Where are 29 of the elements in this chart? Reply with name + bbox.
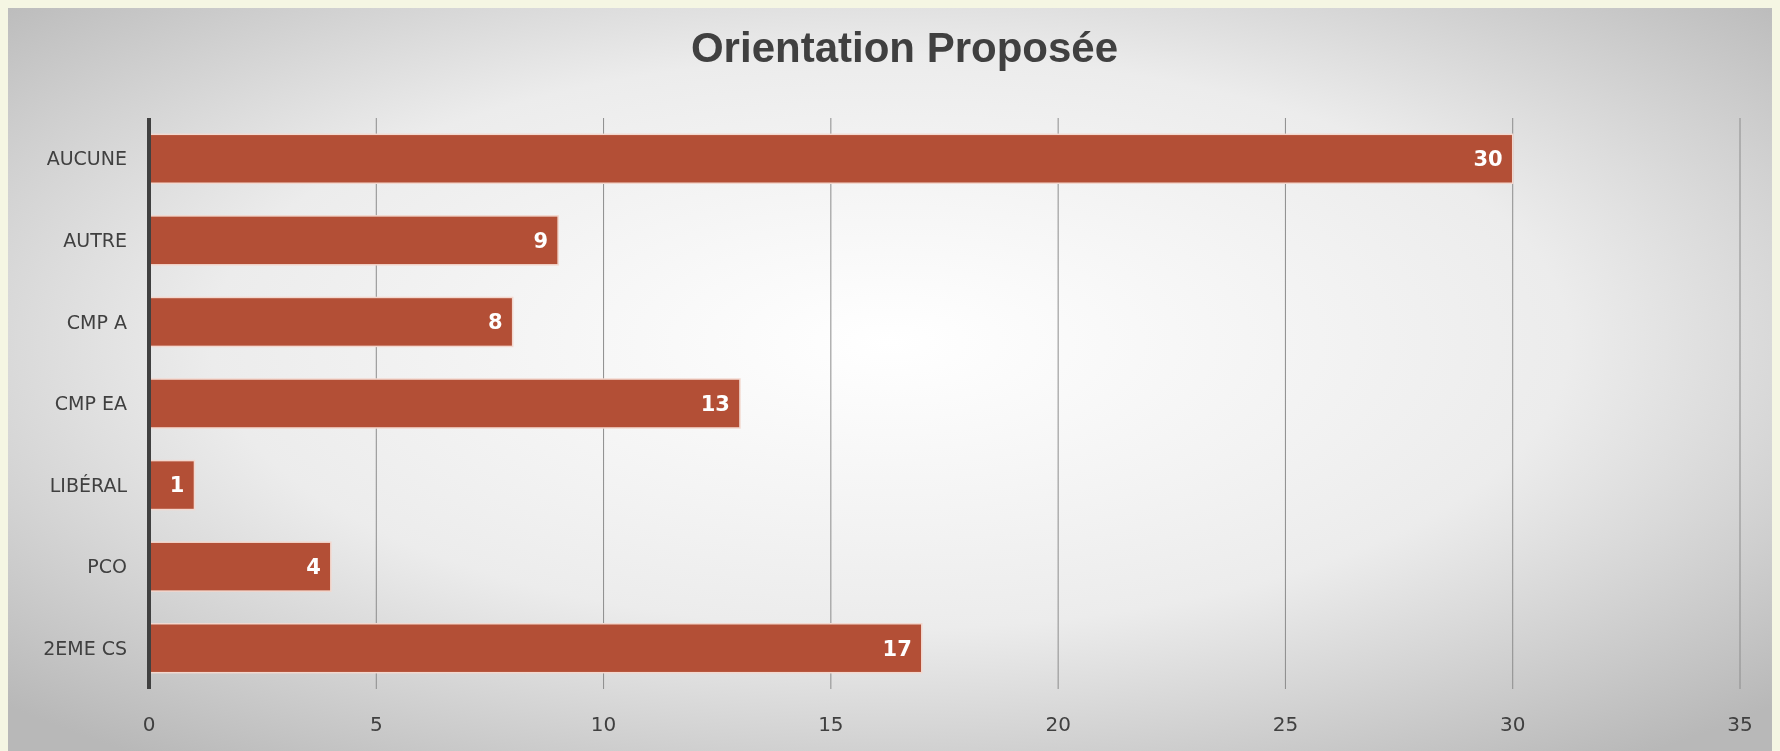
chart-title: Orientation Proposée [690, 24, 1119, 71]
bar [148, 215, 559, 266]
y-tick-label: 2EME CS [43, 636, 127, 659]
data-label: 4 [306, 554, 321, 579]
x-tick-label: 25 [1272, 712, 1299, 736]
x-tick-label: 5 [369, 712, 383, 736]
data-label: 1 [169, 473, 185, 498]
bar [148, 133, 1514, 185]
y-tick-label: CMP EA [54, 392, 127, 415]
y-tick-label: PCO [87, 555, 127, 578]
data-label: 9 [533, 228, 549, 253]
x-tick-label: 35 [1727, 712, 1753, 736]
y-tick-label: AUCUNE [46, 147, 127, 170]
x-tick-label: 0 [142, 712, 156, 736]
data-label: 30 [1473, 147, 1503, 172]
bar [148, 378, 741, 429]
x-tick-label: 15 [818, 712, 844, 736]
x-tick-label: 10 [590, 712, 617, 736]
data-label: 13 [700, 391, 730, 416]
y-tick-label: AUTRE [63, 229, 127, 252]
bar [148, 622, 923, 674]
y-tick-label: CMP A [66, 310, 127, 333]
x-tick-label: 30 [1499, 712, 1526, 736]
data-label: 8 [488, 310, 503, 335]
y-tick-label: LIBÉRAL [49, 473, 128, 496]
data-label: 17 [882, 636, 912, 661]
bar [148, 541, 332, 592]
x-tick-label: 20 [1045, 712, 1071, 736]
bar [148, 296, 514, 348]
